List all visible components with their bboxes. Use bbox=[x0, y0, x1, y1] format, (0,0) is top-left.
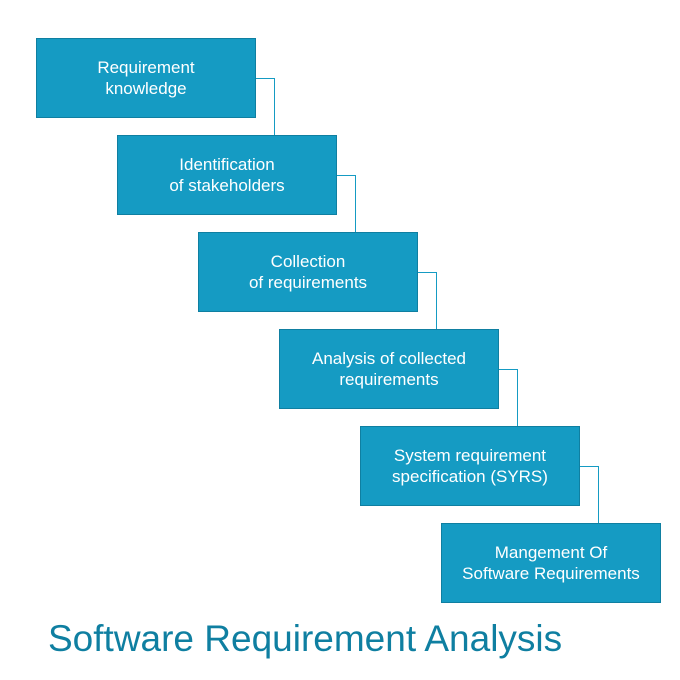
diagram-title: Software Requirement Analysis bbox=[48, 618, 562, 660]
step-box-1: Requirementknowledge bbox=[36, 38, 256, 118]
connector-3 bbox=[418, 272, 437, 329]
step-label: Collectionof requirements bbox=[249, 251, 367, 294]
step-label: Identificationof stakeholders bbox=[169, 154, 284, 197]
connector-5 bbox=[580, 466, 599, 523]
step-label: Mangement OfSoftware Requirements bbox=[462, 542, 640, 585]
step-box-3: Collectionof requirements bbox=[198, 232, 418, 312]
step-label: Requirementknowledge bbox=[97, 57, 194, 100]
step-box-4: Analysis of collectedrequirements bbox=[279, 329, 499, 409]
connector-1 bbox=[256, 78, 275, 135]
connector-2 bbox=[337, 175, 356, 232]
diagram-canvas: Requirementknowledge Identificationof st… bbox=[0, 0, 680, 680]
step-label: System requirementspecification (SYRS) bbox=[392, 445, 548, 488]
connector-4 bbox=[499, 369, 518, 426]
step-box-5: System requirementspecification (SYRS) bbox=[360, 426, 580, 506]
step-box-2: Identificationof stakeholders bbox=[117, 135, 337, 215]
step-box-6: Mangement OfSoftware Requirements bbox=[441, 523, 661, 603]
step-label: Analysis of collectedrequirements bbox=[312, 348, 466, 391]
